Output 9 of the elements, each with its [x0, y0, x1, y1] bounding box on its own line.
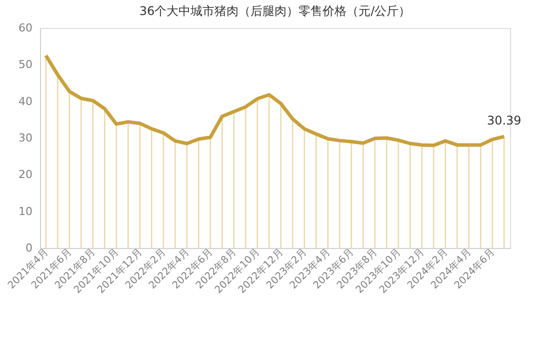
chart-title: 36个大中城市猪肉（后腿肉）零售价格（元/公斤） — [139, 4, 411, 18]
data-label: 30.39 — [486, 114, 522, 128]
y-tick-label: 40 — [18, 94, 32, 108]
y-tick-label: 50 — [18, 58, 32, 72]
y-tick-label: 0 — [26, 242, 32, 254]
y-tick-label: 20 — [18, 168, 32, 182]
y-tick-label: 10 — [18, 204, 32, 218]
y-tick-label: 60 — [18, 22, 32, 34]
y-tick-label: 30 — [18, 132, 32, 144]
